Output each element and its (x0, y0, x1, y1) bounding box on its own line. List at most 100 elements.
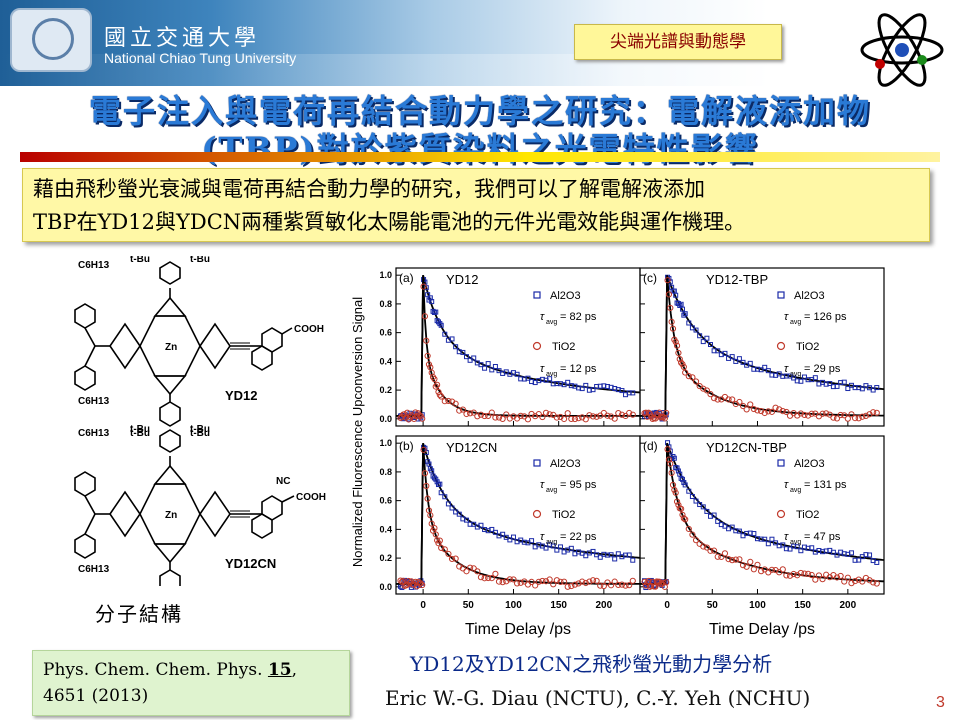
data-point-tio2 (761, 409, 768, 417)
data-point-al2o3 (453, 344, 459, 350)
data-point-tio2 (673, 342, 681, 349)
data-point-al2o3 (715, 518, 721, 524)
data-point-tio2 (797, 569, 804, 577)
data-point-tio2 (689, 531, 696, 538)
data-point-tio2 (711, 395, 718, 402)
legend-label-al2o3: Al2O3 (550, 290, 581, 302)
data-point-tio2 (664, 446, 671, 453)
data-point-tio2 (615, 409, 622, 417)
panel-frame (639, 435, 885, 595)
data-point-tio2 (474, 413, 481, 420)
tau-symbol: τ (540, 479, 545, 491)
y-tick-label: 0.8 (379, 467, 392, 477)
data-point-al2o3 (583, 553, 589, 559)
data-point-tio2 (539, 577, 546, 585)
data-point-al2o3 (693, 327, 699, 333)
legend-marker-al2o3 (533, 459, 541, 467)
data-point-al2o3 (715, 348, 721, 354)
data-point-tio2 (667, 304, 674, 312)
data-point-tio2 (441, 398, 448, 405)
legend-label-tio2: TiO2 (796, 509, 819, 521)
data-point-al2o3 (827, 381, 833, 387)
slide-title-line1: 電子注入與電荷再結合動力學之研究：電解液添加物 (88, 92, 871, 130)
hexyl-label-3: C6H13 (78, 428, 110, 439)
data-point-al2o3 (463, 354, 469, 360)
x-tick-label: 50 (463, 600, 475, 611)
data-point-al2o3 (697, 333, 703, 339)
data-point-tio2 (517, 579, 524, 586)
data-point-tio2 (557, 578, 564, 586)
legend-label-tio2: TiO2 (552, 341, 575, 353)
data-point-tio2 (560, 578, 568, 585)
data-point-tio2 (667, 460, 674, 467)
legend-label-al2o3: Al2O3 (794, 290, 825, 302)
data-point-tio2 (445, 550, 452, 558)
data-point-tio2 (431, 375, 438, 383)
data-point-tio2 (689, 374, 696, 381)
data-point-al2o3 (856, 557, 862, 563)
data-point-al2o3 (686, 320, 692, 326)
data-point-tio2 (750, 405, 757, 413)
data-point-al2o3 (478, 522, 484, 528)
data-point-al2o3 (630, 390, 636, 396)
data-point-al2o3 (478, 362, 484, 368)
data-point-al2o3 (762, 536, 768, 542)
data-point-al2o3 (762, 364, 768, 370)
data-point-al2o3 (765, 541, 771, 547)
data-point-tio2 (474, 568, 481, 575)
data-point-tio2 (703, 544, 710, 551)
tau-symbol: τ (784, 531, 789, 543)
data-point-tio2 (622, 582, 629, 589)
data-point-al2o3 (812, 375, 818, 381)
data-point-tio2 (700, 385, 707, 392)
tau-subscript: avg (546, 539, 557, 546)
legend-marker-al2o3 (777, 459, 785, 467)
data-point-al2o3 (677, 302, 683, 308)
data-point-tio2 (685, 373, 692, 380)
y-tick-label: 0.8 (379, 299, 392, 309)
data-point-tio2 (645, 577, 652, 585)
data-point-al2o3 (431, 475, 437, 481)
panel-tag: (a) (399, 271, 414, 285)
data-point-tio2 (642, 409, 649, 416)
legend-marker-tio2 (532, 509, 542, 519)
data-point-tio2 (521, 578, 528, 585)
university-name-cn: 國立交通大學 (104, 26, 261, 51)
data-point-tio2 (397, 577, 404, 584)
data-point-al2o3 (679, 306, 685, 312)
x-axis-label: Time Delay /ps (465, 621, 571, 638)
cooh-label: COOH (294, 324, 324, 335)
data-point-tio2 (669, 325, 677, 332)
data-point-al2o3 (700, 339, 706, 345)
data-point-tio2 (826, 411, 833, 418)
data-point-tio2 (808, 410, 815, 417)
data-point-tio2 (859, 413, 866, 420)
data-point-tio2 (747, 558, 754, 565)
data-point-tio2 (714, 396, 721, 403)
x-tick-label: 100 (505, 600, 522, 611)
data-point-tio2 (668, 469, 675, 476)
data-point-tio2 (553, 414, 560, 421)
data-point-tio2 (492, 570, 499, 577)
data-point-al2o3 (557, 544, 563, 550)
data-point-al2o3 (845, 386, 851, 392)
panel-tag: (c) (643, 271, 657, 285)
data-point-al2o3 (492, 529, 498, 535)
data-point-al2o3 (678, 301, 684, 307)
data-point-al2o3 (507, 537, 513, 543)
data-point-tio2 (714, 553, 721, 560)
fit-curve (640, 442, 885, 585)
data-point-al2o3 (579, 550, 585, 556)
data-point-al2o3 (594, 552, 600, 558)
data-point-tio2 (743, 563, 750, 570)
data-point-tio2 (424, 495, 431, 502)
data-point-tio2 (790, 570, 797, 578)
data-point-tio2 (495, 578, 503, 585)
x-tick-label: 0 (664, 600, 670, 611)
data-point-al2o3 (722, 350, 728, 356)
data-point-tio2 (837, 572, 844, 580)
data-point-al2o3 (433, 476, 439, 482)
x-tick-label: 200 (840, 600, 857, 611)
data-point-tio2 (754, 407, 761, 414)
data-point-tio2 (510, 576, 517, 583)
